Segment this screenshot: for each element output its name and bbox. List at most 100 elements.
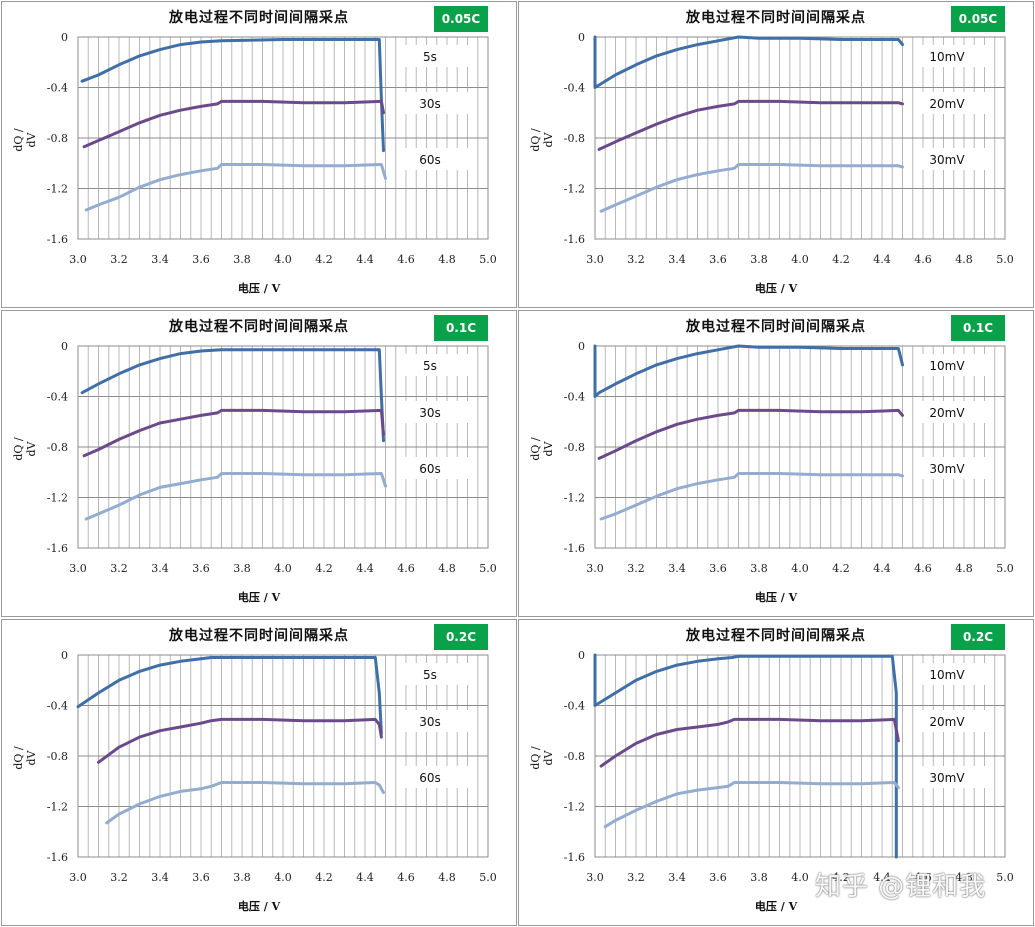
x-tick-label: 4.2 [315,562,333,575]
chart-panel: 放电过程不同时间间隔采点 0.05C dQ / dV 电压 / V 0 -0.4 -0.8-… [518,1,1034,308]
series-line-30s [82,99,385,149]
x-tick-label: 4.8 [438,871,456,884]
y-tick-label: -1.2 [47,801,68,814]
x-tick-label: 3.2 [627,871,645,884]
x-tick-label: 3.0 [586,562,604,575]
x-tick-label: 4.6 [914,253,932,266]
legend-box [400,401,470,423]
series-line-60s [84,163,387,212]
chart-panel: 放电过程不同时间间隔采点 0.2C dQ / dV 电压 / V 0 -0.4 -0.8 -1… [1,619,517,926]
x-tick-label: 4.0 [791,871,809,884]
c-rate-badge: 0.1C [951,315,1005,341]
x-tick-label: 4.0 [791,253,809,266]
plot-area [77,654,489,858]
legend-label: 30mV [929,462,965,476]
y-tick-label: -0.4 [47,391,68,404]
chart-panel: 放电过程不同时间间隔采点 0.05C dQ / dV 电压 / V 0 -0.4 -0.8-… [1,1,517,308]
x-tick-label: 3.2 [110,562,128,575]
series-line-5s [76,656,383,735]
x-tick-label: 5.0 [479,562,497,575]
chart-panel: 放电过程不同时间间隔采点 0.1C dQ / dV 电压 / V 0 -0.4 -0.8 -1… [1,310,517,617]
legend-label: 20mV [929,97,965,111]
y-tick-label: -1.2 [47,492,68,505]
legend-label: 30s [419,406,441,420]
legend-box [400,766,470,788]
y-tick-label: 0 [61,31,68,44]
x-tick-label: 4.6 [914,562,932,575]
chart-panel: 放电过程不同时间间隔采点 0.1C dQ / dV 电压 / V 0 -0.4 -0.8 -1… [518,310,1034,617]
series-line-60s [105,781,385,825]
y-tick-label: -0.8 [564,750,585,763]
series-line-5s [80,38,385,153]
y-tick-label: 0 [578,649,585,662]
y-tick-label: 0 [61,649,68,662]
x-tick-label: 4.8 [955,871,973,884]
chart-svg: 0 -0.4 -0.8 -1.2 -1.63.0 3.2 3.4 3.6 3.8 4.0 4.2 4.… [47,31,497,266]
legend-label: 10mV [929,668,965,682]
x-tick-label: 3.8 [750,253,768,266]
legend-box [400,457,470,479]
y-tick-label: -0.8 [564,441,585,454]
c-rate-badge: 0.1C [434,315,488,341]
legend-label: 60s [419,771,441,785]
chart-svg: 0 -0.4 -0.8 -1.2 -1.63.0 3.2 3.4 3.6 3.8 4.0 4.2 4.… [47,340,497,575]
legend-box [917,148,987,170]
y-tick-label: 0 [61,340,68,353]
x-tick-label: 3.6 [709,253,727,266]
series-line-10mV [593,344,904,398]
legend-label: 30s [419,715,441,729]
y-tick-label: -1.2 [564,492,585,505]
x-axis-label: 电压 / V [237,591,281,604]
x-tick-label: 4.4 [356,253,374,266]
y-tick-label: -1.6 [47,233,68,246]
y-tick-label: -0.4 [564,82,585,95]
x-tick-label: 3.0 [586,871,604,884]
legend-label: 20mV [929,406,965,420]
legend-box [917,92,987,114]
series-line-10mV [593,35,904,89]
legend-label: 30s [419,97,441,111]
x-tick-label: 4.4 [356,871,374,884]
x-tick-label: 4.2 [832,562,850,575]
series-line-5s [80,348,385,443]
x-tick-label: 4.8 [438,253,456,266]
x-tick-label: 3.2 [110,253,128,266]
x-tick-label: 4.2 [832,871,850,884]
x-tick-label: 3.8 [233,253,251,266]
x-tick-label: 4.2 [315,253,333,266]
legend-label: 60s [419,153,441,167]
legend-label: 30mV [929,153,965,167]
legend-box [917,663,987,685]
legend-label: 5s [423,50,437,64]
x-axis-label: 电压 / V [754,591,798,604]
x-tick-label: 3.8 [233,871,251,884]
chart-title: 放电过程不同时间间隔采点 [169,10,349,26]
x-tick-label: 3.4 [668,871,686,884]
legend-box [400,148,470,170]
c-rate-badge: 0.2C [434,624,488,650]
legend-label: 20mV [929,715,965,729]
legend-box [917,766,987,788]
y-tick-label: -0.4 [47,700,68,713]
x-tick-label: 5.0 [996,871,1014,884]
y-tick-label: -1.6 [564,233,585,246]
y-tick-label: 0 [578,31,585,44]
y-tick-label: -0.4 [564,700,585,713]
x-tick-label: 4.8 [955,253,973,266]
y-tick-label: -1.6 [564,542,585,555]
x-tick-label: 3.8 [233,562,251,575]
chart-svg: 0 -0.4 -0.8 -1.2 -1.63.0 3.2 3.4 3.6 3.8 4.0 4.2 4.… [564,649,1014,884]
y-tick-label: -1.2 [47,183,68,196]
y-tick-label: -1.6 [47,851,68,864]
y-tick-label: -0.8 [564,132,585,145]
series-line-30mV [603,781,900,829]
legend-label: 5s [423,668,437,682]
x-tick-label: 3.4 [151,253,169,266]
series-line-20mV [597,99,904,151]
chart-title: 放电过程不同时间间隔采点 [686,628,866,644]
x-tick-label: 3.6 [192,871,210,884]
x-tick-label: 3.6 [709,562,727,575]
x-tick-label: 4.0 [274,871,292,884]
x-tick-label: 4.4 [873,253,891,266]
